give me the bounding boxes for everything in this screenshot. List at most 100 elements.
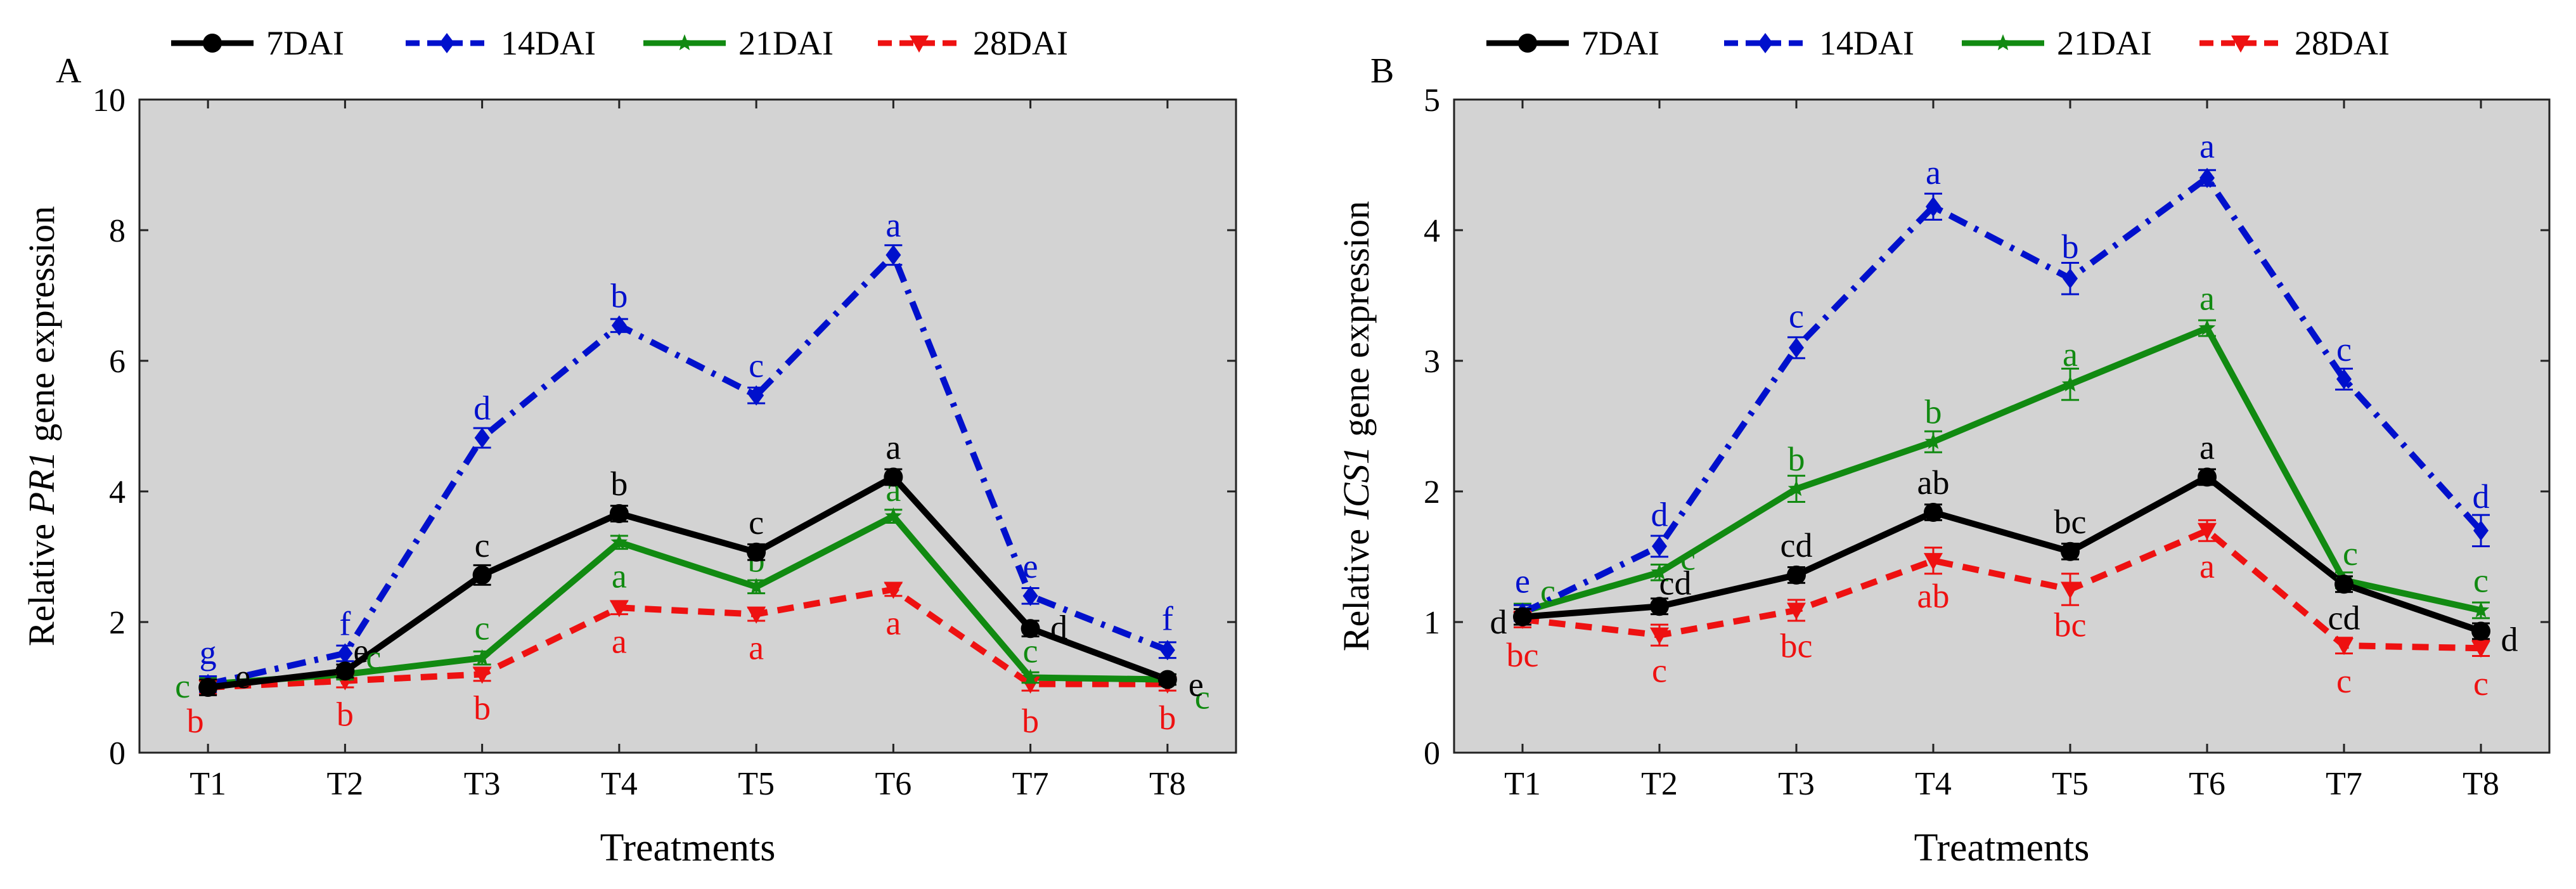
x-tick-label: T4: [601, 766, 638, 802]
y-tick-label: 5: [1424, 82, 1440, 119]
significance-label: d: [1490, 603, 1507, 641]
data-point: [1652, 536, 1667, 557]
data-point: [1787, 479, 1805, 496]
x-tick-label: T4: [1915, 766, 1952, 802]
x-tick-label: T8: [1149, 766, 1186, 802]
y-tick-label: 4: [109, 474, 126, 510]
significance-label: c: [1652, 652, 1667, 690]
significance-label: a: [612, 622, 627, 660]
y-tick-label: 2: [109, 605, 126, 641]
data-point: [1650, 627, 1669, 645]
data-point: [1924, 502, 1943, 522]
panel-a: A 0 2 4 6 8 10 T1 T2 T3 T4 T5 T6 T7 T8 Treatments Relati…: [21, 24, 1237, 869]
significance-label: c: [2336, 662, 2352, 700]
data-point: [2198, 467, 2217, 487]
data-point: [609, 600, 629, 618]
legend-label: 14DAI: [1819, 24, 1914, 62]
significance-label: c: [2473, 561, 2489, 599]
data-point: [2471, 621, 2490, 641]
data-point: [1157, 670, 1177, 689]
significance-label: bc: [2054, 606, 2087, 644]
significance-label: e: [235, 658, 250, 696]
y-axis-label-suffix: gene expression: [1336, 201, 1377, 446]
data-point: [473, 649, 491, 665]
significance-label: b: [1159, 699, 1176, 737]
significance-label: a: [749, 629, 764, 667]
x-tick-label: T7: [1012, 766, 1049, 802]
data-point: [747, 578, 765, 594]
data-point: [609, 504, 629, 524]
significance-label: cd: [2328, 599, 2360, 637]
data-point: [1022, 668, 1039, 685]
x-tick-label: T5: [738, 766, 775, 802]
y-axis-label-suffix: gene expression: [21, 206, 62, 451]
significance-label: b: [1788, 440, 1805, 478]
data-point: [472, 666, 492, 684]
plot-area: [138, 98, 1237, 754]
data-point: [1924, 553, 1943, 571]
data-point: [884, 581, 903, 599]
legend-label: 28DAI: [973, 24, 1068, 62]
y-tick-label: 3: [1424, 344, 1440, 380]
legend-marker: [2231, 36, 2250, 53]
panel-label: B: [1370, 51, 1394, 91]
significance-label: e: [1023, 547, 1038, 585]
significance-label: c: [475, 526, 490, 564]
significance-label: b: [187, 702, 204, 740]
data-point: [885, 507, 902, 524]
data-point: [1926, 196, 1941, 217]
data-point: [474, 427, 490, 448]
significance-label: c: [749, 503, 764, 542]
data-point: [1159, 640, 1175, 661]
data-point: [1513, 607, 1532, 626]
significance-label: c: [366, 638, 381, 676]
significance-label: a: [2199, 127, 2215, 165]
x-tick-label: T1: [1504, 766, 1541, 802]
significance-label: c: [2343, 535, 2358, 573]
x-axis-label: Treatments: [600, 826, 776, 869]
significance-label: a: [2199, 428, 2215, 466]
significance-label: d: [1651, 496, 1668, 534]
series-line-21DAI: [1521, 325, 2482, 615]
series-line-7DAI: [207, 474, 1169, 691]
data-point: [2061, 581, 2080, 599]
x-tick-label: T1: [190, 766, 226, 802]
data-point: [2334, 574, 2354, 594]
data-point: [747, 542, 766, 562]
data-point: [2473, 520, 2489, 541]
significance-label: c: [1789, 297, 1804, 335]
data-point: [1787, 602, 1806, 620]
panel-b: B 0 1 2 3 4 5 T1 T2 T3 T4 T5 T6 T7 T8 Treatments Relativ…: [1336, 24, 2551, 869]
significance-label: c: [1540, 573, 1555, 611]
data-point: [337, 643, 353, 664]
data-point: [1021, 619, 1040, 639]
significance-label: b: [610, 465, 628, 503]
legend-label: 7DAI: [1581, 24, 1659, 62]
significance-label: b: [2062, 228, 2079, 266]
data-point: [2471, 640, 2490, 658]
significance-label: a: [886, 428, 901, 466]
significance-label: a: [2199, 547, 2215, 585]
y-axis-label-gene: PR1: [21, 451, 62, 515]
x-tick-label: T7: [2326, 766, 2362, 802]
legend-marker: [439, 33, 454, 53]
significance-label: bc: [2054, 503, 2087, 541]
significance-label: a: [2063, 335, 2078, 373]
significance-label: a: [886, 206, 901, 244]
x-tick-label: T2: [326, 766, 363, 802]
y-tick-label: 0: [1424, 736, 1440, 772]
y-tick-label: 4: [1424, 213, 1440, 249]
significance-label: a: [612, 557, 627, 595]
significance-label: a: [1926, 153, 1941, 191]
data-point: [2472, 601, 2490, 618]
legend-marker: [1518, 34, 1537, 53]
x-tick-label: T2: [1641, 766, 1678, 802]
significance-label: a: [2199, 280, 2215, 318]
y-tick-label: 0: [109, 736, 126, 772]
legend-marker: [1994, 34, 2012, 51]
series-line-21DAI: [207, 513, 1168, 687]
significance-label: e: [1515, 562, 1530, 600]
legend-marker: [676, 34, 693, 51]
significance-label: ab: [1917, 577, 1950, 615]
y-tick-label: 1: [1424, 605, 1440, 641]
